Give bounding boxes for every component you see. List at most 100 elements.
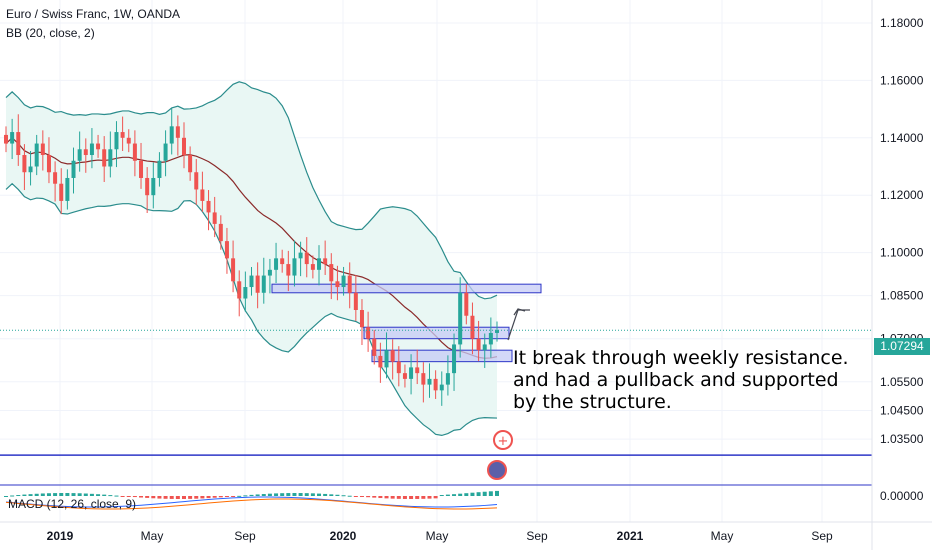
candle-body	[65, 177, 70, 201]
candle-body	[249, 275, 254, 288]
candle-body	[402, 373, 407, 379]
macd-histogram-bar	[335, 494, 340, 496]
candle-body	[341, 275, 346, 288]
candle-body	[310, 264, 315, 270]
candle-body	[188, 155, 193, 173]
y-tick-label: 1.04500	[880, 403, 924, 417]
macd-histogram-bar	[317, 493, 322, 496]
x-tick-label: Sep	[811, 529, 833, 543]
bollinger-upper-band	[5, 81, 498, 300]
arrow-head	[513, 308, 526, 316]
candle-body	[415, 367, 420, 374]
candle-body	[390, 350, 395, 362]
candle-body	[175, 126, 180, 138]
candle-body	[157, 160, 162, 178]
candle-body	[28, 166, 33, 173]
candle-body	[46, 155, 51, 173]
candle-body	[59, 183, 64, 201]
candle-body	[163, 143, 168, 161]
macd-histogram-bar	[212, 496, 217, 498]
macd-histogram-bar	[267, 493, 272, 496]
candle-body	[10, 132, 15, 144]
candle-body	[384, 350, 389, 368]
y-tick-label: 1.18000	[880, 16, 924, 30]
macd-histogram-bar	[482, 491, 487, 496]
candle-body	[145, 177, 150, 196]
candle-body	[83, 149, 88, 156]
candle-body	[206, 200, 211, 213]
candle-body	[470, 315, 475, 339]
candle-body	[280, 258, 285, 265]
y-tick-label: 1.10000	[880, 246, 924, 260]
macd-histogram-bar	[445, 494, 450, 496]
macd-histogram-bar	[231, 496, 236, 497]
y-tick-label: 1.05500	[880, 375, 924, 389]
zone-resistance	[271, 283, 542, 294]
candle-body	[353, 292, 358, 310]
candle-body	[89, 143, 94, 156]
x-tick-label: May	[426, 529, 449, 543]
macd-histogram-bar	[40, 493, 45, 496]
candle-body	[212, 212, 217, 224]
macd-histogram-bar	[372, 496, 377, 498]
candle-body	[298, 252, 303, 259]
macd-histogram-bar	[464, 493, 469, 496]
macd-histogram-bar	[458, 493, 463, 496]
macd-histogram-bar	[53, 493, 58, 496]
candle-body	[476, 338, 481, 351]
macd-histogram-bar	[323, 493, 328, 496]
macd-histogram-bar	[359, 496, 364, 497]
indicator-label: BB (20, close, 2)	[6, 26, 95, 40]
x-tick-label: Sep	[526, 529, 548, 543]
macd-histogram-bar	[96, 494, 101, 496]
macd-histogram-bar	[452, 494, 457, 496]
candle-body	[4, 134, 8, 144]
candle-body	[323, 258, 328, 265]
macd-histogram-bar	[175, 496, 180, 499]
candle-body	[237, 281, 242, 299]
candle-body	[495, 330, 499, 333]
event-icon-glyph: +	[498, 434, 509, 449]
candle-body	[274, 258, 279, 270]
candle-body	[169, 126, 174, 144]
macd-histogram-bar	[200, 496, 205, 499]
macd-histogram-bar	[34, 493, 39, 496]
macd-histogram-bar	[139, 496, 144, 498]
candle-body	[96, 143, 101, 150]
x-tick-label: 2021	[617, 529, 644, 543]
candle-body	[396, 361, 401, 374]
macd-histogram-bar	[114, 495, 119, 497]
macd-histogram-bar	[10, 495, 15, 497]
macd-histogram-bar	[132, 496, 137, 498]
zone-support	[371, 349, 513, 363]
candle-body	[261, 275, 266, 293]
macd-histogram-bar	[378, 496, 383, 499]
bollinger-lower-band	[5, 182, 498, 437]
candle-body	[286, 264, 291, 276]
candle-body	[40, 143, 45, 156]
last-price-tag: 1.07294	[874, 338, 930, 355]
macd-histogram-bar	[415, 496, 420, 499]
x-tick-label: 2019	[47, 529, 74, 543]
macd-histogram-bar	[163, 496, 168, 499]
macd-label: MACD (12, 26, close, 9)	[8, 497, 137, 511]
candle-body	[218, 223, 223, 242]
candle-body	[409, 367, 414, 379]
macd-histogram-bar	[71, 493, 76, 496]
candle-body	[126, 137, 131, 144]
candle-body	[329, 264, 334, 282]
candle-body	[366, 327, 371, 339]
candle-body	[200, 189, 205, 201]
candle-body	[488, 332, 493, 345]
candle-body	[132, 143, 137, 161]
candle-body	[439, 384, 444, 391]
macd-histogram-bar	[243, 495, 248, 497]
macd-histogram-bar	[4, 496, 8, 497]
macd-histogram-bar	[470, 492, 475, 496]
macd-histogram-bar	[151, 496, 156, 499]
candle-body	[464, 292, 469, 316]
macd-histogram-bar	[169, 496, 174, 499]
candle-body	[120, 132, 125, 138]
macd-axis-label: 0.00000	[880, 489, 924, 503]
